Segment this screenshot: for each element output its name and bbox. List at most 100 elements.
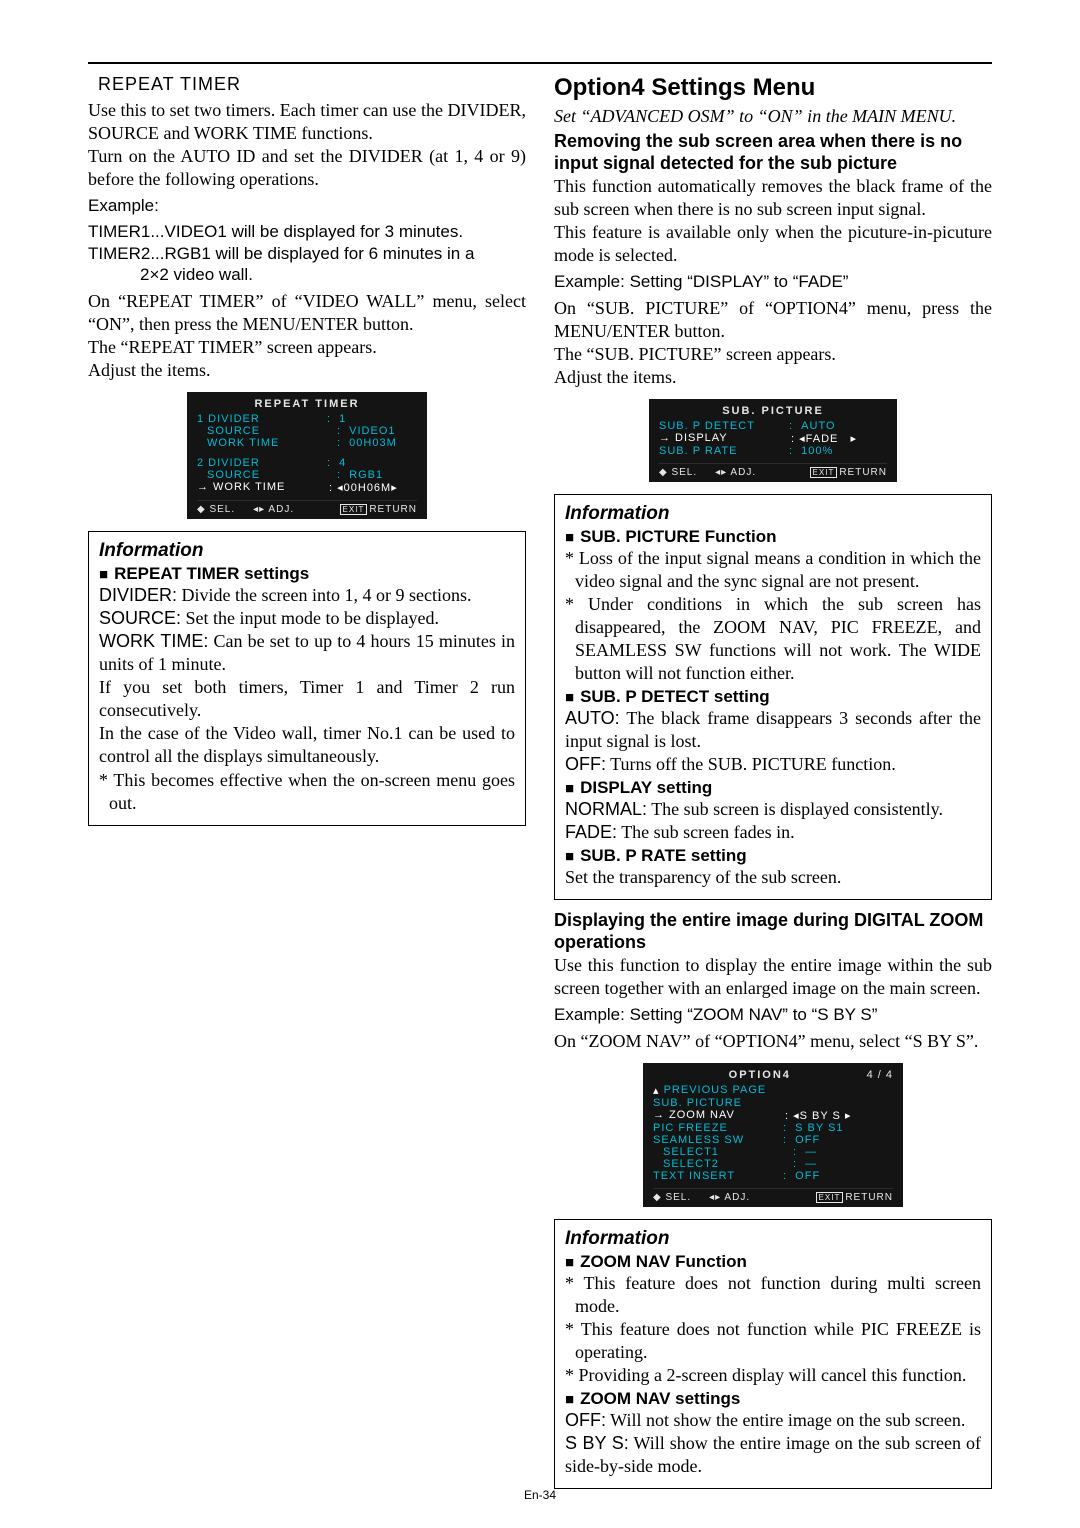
osd-label: SEAMLESS SW [653, 1134, 783, 1146]
osd-value: : S BY S1 [783, 1122, 893, 1134]
para: If you set both timers, Timer 1 and Time… [99, 676, 515, 722]
osd-label: SOURCE [207, 469, 337, 481]
sel-hint: ◆ SEL. [197, 504, 235, 515]
osd-label: WORK TIME [207, 437, 337, 449]
osd-value: : 4 [327, 457, 417, 469]
para: Adjust the items. [554, 366, 992, 389]
osd-value: : AUTO [789, 420, 887, 432]
block-heading: SUB. P DETECT setting [565, 687, 981, 707]
osd-value: : 00H03M [337, 437, 417, 449]
osd-label: SUB. P RATE [659, 445, 789, 457]
osd-label: SUB. P DETECT [659, 420, 789, 432]
osd-label: WORK TIME [213, 481, 329, 494]
left-column: REPEAT TIMER Use this to set two timers.… [88, 74, 526, 1489]
osd-option4: OPTION44 / 4 ▴ PREVIOUS PAGE SUB. PICTUR… [643, 1063, 903, 1207]
para: Turn on the AUTO ID and set the DIVIDER … [88, 145, 526, 191]
osd-footer: ◆ SEL. ◂▸ ADJ. EXITRETURN [659, 463, 887, 478]
top-rule [88, 62, 992, 64]
para: Use this function to display the entire … [554, 954, 992, 1000]
repeat-timer-heading: REPEAT TIMER [88, 74, 526, 95]
adj-hint: ◂▸ ADJ. [253, 504, 294, 515]
bullet: * Loss of the input signal means a condi… [575, 547, 981, 593]
adj-hint: ◂▸ ADJ. [709, 1192, 750, 1203]
para: On “REPEAT TIMER” of “VIDEO WALL” menu, … [88, 290, 526, 336]
bullet: * Under conditions in which the sub scre… [575, 593, 981, 685]
example-label: Example: [88, 195, 526, 217]
block-heading: SUB. PICTURE Function [565, 527, 981, 547]
bullet: * This feature does not function while P… [575, 1318, 981, 1364]
exit-hint: EXITRETURN [816, 1192, 893, 1203]
info-box-left: Information REPEAT TIMER settings DIVIDE… [88, 531, 526, 825]
osd-value: : OFF [783, 1170, 893, 1182]
osd-value: : ◂FADE ▸ [791, 432, 887, 445]
osd-title: REPEAT TIMER [197, 398, 417, 410]
def-line: FADE: The sub screen fades in. [565, 821, 981, 844]
para: On “ZOOM NAV” of “OPTION4” menu, select … [554, 1030, 992, 1053]
info-box-sub-picture: Information SUB. PICTURE Function * Loss… [554, 494, 992, 900]
osd-value: : ◂00H06M▸ [329, 481, 417, 494]
example-line: Example: Setting “ZOOM NAV” to “S BY S” [554, 1004, 992, 1026]
osd-label: SELECT2 [663, 1158, 793, 1170]
sel-hint: ◆ SEL. [653, 1192, 691, 1203]
block-heading: ZOOM NAV settings [565, 1389, 981, 1409]
osd-label: ZOOM NAV [669, 1109, 785, 1122]
osd-label: 2 DIVIDER [197, 457, 327, 469]
para: The “SUB. PICTURE” screen appears. [554, 343, 992, 366]
adj-hint: ◂▸ ADJ. [715, 467, 756, 478]
arrow-right-icon: → [197, 481, 209, 494]
osd-footer: ◆ SEL. ◂▸ ADJ. EXITRETURN [197, 500, 417, 515]
sub-heading: Displaying the entire image during DIGIT… [554, 910, 992, 954]
osd-footer: ◆ SEL. ◂▸ ADJ. EXITRETURN [653, 1188, 893, 1203]
def-line: AUTO: The black frame disappears 3 secon… [565, 707, 981, 753]
advanced-osm-note: Set “ADVANCED OSM” to “ON” in the MAIN M… [554, 106, 992, 127]
right-column: Option4 Settings Menu Set “ADVANCED OSM”… [554, 74, 992, 1489]
def-line: WORK TIME: Can be set to up to 4 hours 1… [99, 630, 515, 676]
two-column-layout: REPEAT TIMER Use this to set two timers.… [88, 74, 992, 1489]
page-number: En-34 [524, 1488, 556, 1502]
para: In the case of the Video wall, timer No.… [99, 722, 515, 768]
arrow-right-icon: → [653, 1109, 665, 1122]
osd-value: : VIDEO1 [337, 425, 417, 437]
osd-value: : RGB1 [337, 469, 417, 481]
osd-page: 4 / 4 [867, 1069, 893, 1084]
osd-value: : OFF [783, 1134, 893, 1146]
para: The “REPEAT TIMER” screen appears. [88, 336, 526, 359]
def-line: NORMAL: The sub screen is displayed cons… [565, 798, 981, 821]
block-heading: DISPLAY setting [565, 778, 981, 798]
osd-value: : ◂S BY S ▸ [785, 1109, 893, 1122]
osd-label: 1 DIVIDER [197, 413, 327, 425]
para: This function automatically removes the … [554, 175, 992, 221]
bullet: * This feature does not function during … [575, 1272, 981, 1318]
osd-value: : 1 [327, 413, 417, 425]
osd-repeat-timer: REPEAT TIMER 1 DIVIDER: 1 SOURCE: VIDEO1… [187, 392, 427, 519]
info-box-zoom-nav: Information ZOOM NAV Function * This fea… [554, 1219, 992, 1489]
para: Use this to set two timers. Each timer c… [88, 99, 526, 145]
osd-title: SUB. PICTURE [659, 405, 887, 417]
information-title: Information [565, 503, 981, 525]
sub-heading: Removing the sub screen area when there … [554, 131, 992, 175]
exit-hint: EXITRETURN [810, 467, 887, 478]
osd-value: : 100% [789, 445, 887, 457]
information-title: Information [565, 1228, 981, 1250]
osd-label: SOURCE [207, 425, 337, 437]
information-title: Information [99, 540, 515, 562]
osd-title: OPTION4 [653, 1069, 867, 1081]
para: Adjust the items. [88, 359, 526, 382]
footnote: * This becomes effective when the on-scr… [109, 769, 515, 815]
para: On “SUB. PICTURE” of “OPTION4” menu, pre… [554, 297, 992, 343]
def-line: SOURCE: Set the input mode to be display… [99, 607, 515, 630]
example-line: TIMER2...RGB1 will be displayed for 6 mi… [88, 243, 526, 265]
osd-label: PIC FREEZE [653, 1122, 783, 1134]
arrow-right-icon: → [659, 432, 671, 445]
example-line: Example: Setting “DISPLAY” to “FADE” [554, 271, 992, 293]
osd-label: DISPLAY [675, 432, 791, 445]
osd-sub-picture: SUB. PICTURE SUB. P DETECT: AUTO → DISPLA… [649, 399, 897, 482]
para: This feature is available only when the … [554, 221, 992, 267]
triangle-up-icon: ▴ [653, 1084, 664, 1097]
option4-title: Option4 Settings Menu [554, 74, 992, 102]
exit-hint: EXITRETURN [340, 504, 417, 515]
osd-value: : — [793, 1158, 893, 1170]
block-heading: REPEAT TIMER settings [99, 564, 515, 584]
def-line: S BY S: Will show the entire image on th… [565, 1432, 981, 1478]
block-heading: SUB. P RATE setting [565, 846, 981, 866]
